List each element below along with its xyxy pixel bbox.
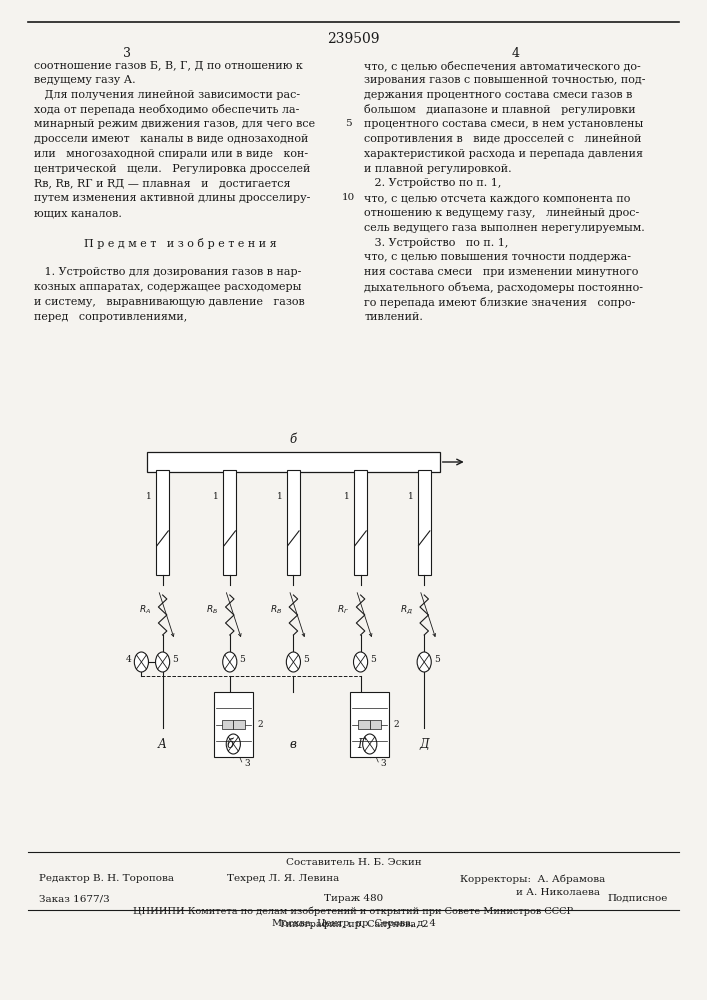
Text: что, с целью отсчета каждого компонента по: что, с целью отсчета каждого компонента … (364, 193, 631, 203)
Text: Техред Л. Я. Левина: Техред Л. Я. Левина (227, 874, 339, 883)
Text: 3: 3 (380, 760, 386, 768)
Text: 4: 4 (126, 656, 132, 664)
Text: Москва, Центр, пр. Серова, д. 4: Москва, Центр, пр. Серова, д. 4 (271, 919, 436, 928)
Text: 1. Устройство для дозирования газов в нар-: 1. Устройство для дозирования газов в на… (34, 267, 301, 277)
Circle shape (156, 652, 170, 672)
Text: П р е д м е т   и з о б р е т е н и я: П р е д м е т и з о б р е т е н и я (84, 238, 276, 249)
Text: 5: 5 (345, 119, 352, 128)
Text: перед   сопротивлениями,: перед сопротивлениями, (34, 312, 191, 322)
Text: Д: Д (419, 738, 429, 751)
Text: процентного состава смеси, в нем установлены: процентного состава смеси, в нем установ… (364, 119, 643, 129)
Circle shape (363, 734, 377, 754)
Text: козных аппаратах, содержащее расходомеры: козных аппаратах, содержащее расходомеры (34, 282, 301, 292)
Text: 3: 3 (123, 47, 132, 60)
Text: ведущему газу А.: ведущему газу А. (34, 75, 136, 85)
Text: $R_{Д}$: $R_{Д}$ (400, 604, 413, 616)
Bar (354, 470, 367, 575)
Text: 1: 1 (408, 492, 414, 501)
Text: 5: 5 (303, 656, 309, 664)
Text: характеристикой расхода и перепада давления: характеристикой расхода и перепада давле… (364, 149, 643, 159)
Text: 1: 1 (214, 492, 219, 501)
Text: $R_{Г}$: $R_{Г}$ (337, 604, 349, 616)
Text: центрической   щели.   Регулировка дросселей: центрической щели. Регулировка дросселей (34, 164, 310, 174)
Text: Для получения линейной зависимости рас-: Для получения линейной зависимости рас- (34, 90, 300, 100)
Text: Редактор В. Н. Торопова: Редактор В. Н. Торопова (39, 874, 174, 883)
Text: Заказ 1677/3: Заказ 1677/3 (39, 894, 110, 903)
Text: го перепада имеют близкие значения   сопро-: го перепада имеют близкие значения сопро… (364, 297, 636, 308)
Text: соотношение газов Б, В, Г, Д по отношению к: соотношение газов Б, В, Г, Д по отношени… (34, 60, 303, 70)
Text: $R_{А}$: $R_{А}$ (139, 604, 151, 616)
Text: тивлений.: тивлений. (364, 312, 423, 322)
Text: что, с целью обеспечения автоматического до-: что, с целью обеспечения автоматического… (364, 60, 641, 71)
Text: $R_{В}$: $R_{В}$ (270, 604, 282, 616)
Text: дроссели имеют   каналы в виде однозаходной: дроссели имеют каналы в виде однозаходно… (34, 134, 308, 144)
Text: что, с целью повышения точности поддержа-: что, с целью повышения точности поддержа… (364, 252, 631, 262)
Text: 2: 2 (257, 720, 262, 729)
Text: в: в (290, 738, 297, 751)
Bar (156, 470, 169, 575)
Text: ЦНИИПИ Комитета по делам изобретений и открытий при Совете Министров СССР: ЦНИИПИ Комитета по делам изобретений и о… (134, 907, 573, 916)
Text: большом   диапазоне и плавной   регулировки: большом диапазоне и плавной регулировки (364, 104, 636, 115)
Text: Составитель Н. Б. Эскин: Составитель Н. Б. Эскин (286, 858, 421, 867)
Text: Корректоры:  А. Абрамова: Корректоры: А. Абрамова (460, 874, 604, 884)
Text: А: А (158, 738, 167, 751)
Text: и систему,   выравнивающую давление   газов: и систему, выравнивающую давление газов (34, 297, 305, 307)
Text: 3. Устройство   по п. 1,: 3. Устройство по п. 1, (364, 238, 512, 248)
Text: и плавной регулировкой.: и плавной регулировкой. (364, 164, 512, 174)
Text: Rв, Rв, RГ и RД — плавная   и   достигается: Rв, Rв, RГ и RД — плавная и достигается (34, 178, 291, 188)
Bar (351, 692, 389, 757)
Text: 10: 10 (342, 193, 355, 202)
Text: 5: 5 (434, 656, 440, 664)
Text: $R_{Б}$: $R_{Б}$ (206, 604, 218, 616)
Text: 1: 1 (277, 492, 283, 501)
Text: Подписное: Подписное (608, 894, 668, 903)
Circle shape (417, 652, 431, 672)
Text: 2. Устройство по п. 1,: 2. Устройство по п. 1, (364, 178, 505, 188)
Text: 2: 2 (393, 720, 399, 729)
Text: Г: Г (357, 738, 364, 751)
Bar (358, 720, 370, 729)
Text: 1: 1 (344, 492, 350, 501)
Text: 1: 1 (146, 492, 152, 501)
Bar (214, 692, 253, 757)
Text: ния состава смеси   при изменении минутного: ния состава смеси при изменении минутног… (364, 267, 638, 277)
Circle shape (226, 734, 240, 754)
Bar (418, 470, 431, 575)
Text: 5: 5 (240, 656, 245, 664)
Bar (147, 452, 440, 472)
Text: дыхательного объема, расходомеры постоянно-: дыхательного объема, расходомеры постоян… (364, 282, 643, 293)
Text: сель ведущего газа выполнен нерегулируемым.: сель ведущего газа выполнен нерегулируем… (364, 223, 645, 233)
Circle shape (223, 652, 237, 672)
Text: или   многозаходной спирали или в виде   кон-: или многозаходной спирали или в виде кон… (34, 149, 308, 159)
Text: минарный режим движения газов, для чего все: минарный режим движения газов, для чего … (34, 119, 315, 129)
Text: 5: 5 (173, 656, 178, 664)
Text: Типография, пр. Сапунова, 2: Типография, пр. Сапунова, 2 (279, 920, 428, 929)
Text: 3: 3 (244, 760, 250, 768)
Circle shape (134, 652, 148, 672)
Bar (222, 720, 233, 729)
Text: б: б (290, 433, 297, 446)
Text: путем изменения активной длины дросселиру-: путем изменения активной длины дросселир… (34, 193, 310, 203)
Bar (370, 720, 382, 729)
Text: отношению к ведущему газу,   линейный дрос-: отношению к ведущему газу, линейный дрос… (364, 208, 639, 218)
Text: зирования газов с повышенной точностью, под-: зирования газов с повышенной точностью, … (364, 75, 645, 85)
Text: ющих каналов.: ющих каналов. (34, 208, 122, 218)
Text: 5: 5 (370, 656, 376, 664)
Text: 4: 4 (512, 47, 520, 60)
Text: 239509: 239509 (327, 32, 380, 46)
Text: б: б (226, 738, 233, 751)
Text: сопротивления в   виде дросселей с   линейной: сопротивления в виде дросселей с линейно… (364, 134, 642, 144)
Text: хода от перепада необходимо обеспечить ла-: хода от перепада необходимо обеспечить л… (34, 104, 299, 115)
Bar (233, 720, 245, 729)
Circle shape (354, 652, 368, 672)
Text: держания процентного состава смеси газов в: держания процентного состава смеси газов… (364, 90, 633, 100)
Bar (287, 470, 300, 575)
Circle shape (286, 652, 300, 672)
Text: и А. Николаева: и А. Николаева (516, 888, 600, 897)
Text: Тираж 480: Тираж 480 (324, 894, 383, 903)
Bar (223, 470, 236, 575)
